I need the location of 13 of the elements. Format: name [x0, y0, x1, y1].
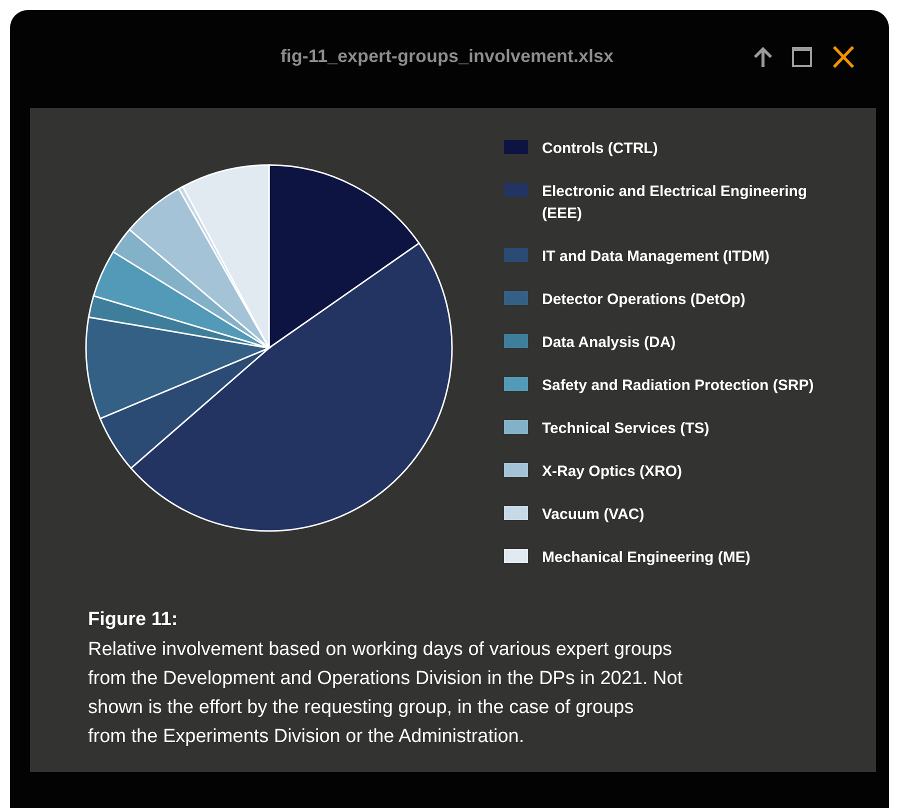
legend-label: X-Ray Optics (XRO): [542, 463, 682, 480]
legend-label: Mechanical Engineering (ME): [542, 549, 750, 566]
legend-label: Controls (CTRL): [542, 140, 658, 157]
text: Figure 11:: [88, 609, 178, 630]
legend-label: Data Analysis (DA): [542, 334, 676, 351]
legend-label: Safety and Radiation Protection (SRP): [542, 377, 814, 394]
text: Relative involvement based on working days of various expert groups from the Development and Operations Division in the DPs in 2021. Not shown is the effort by the requesting group, in the case of groups from the Experiments Division or the Administration.: [88, 639, 684, 747]
legend-label: Technical Services (TS): [542, 420, 710, 437]
text: fig-11_expert-groups_involvement.xlsx: [280, 46, 614, 66]
legend-label: IT and Data Management (ITDM): [542, 248, 770, 265]
legend-label: Detector Operations (DetOp): [542, 291, 746, 308]
legend-label: Vacuum (VAC): [542, 506, 644, 523]
legend-label: Electronic and Electrical Engineering (EEE): [542, 183, 808, 222]
